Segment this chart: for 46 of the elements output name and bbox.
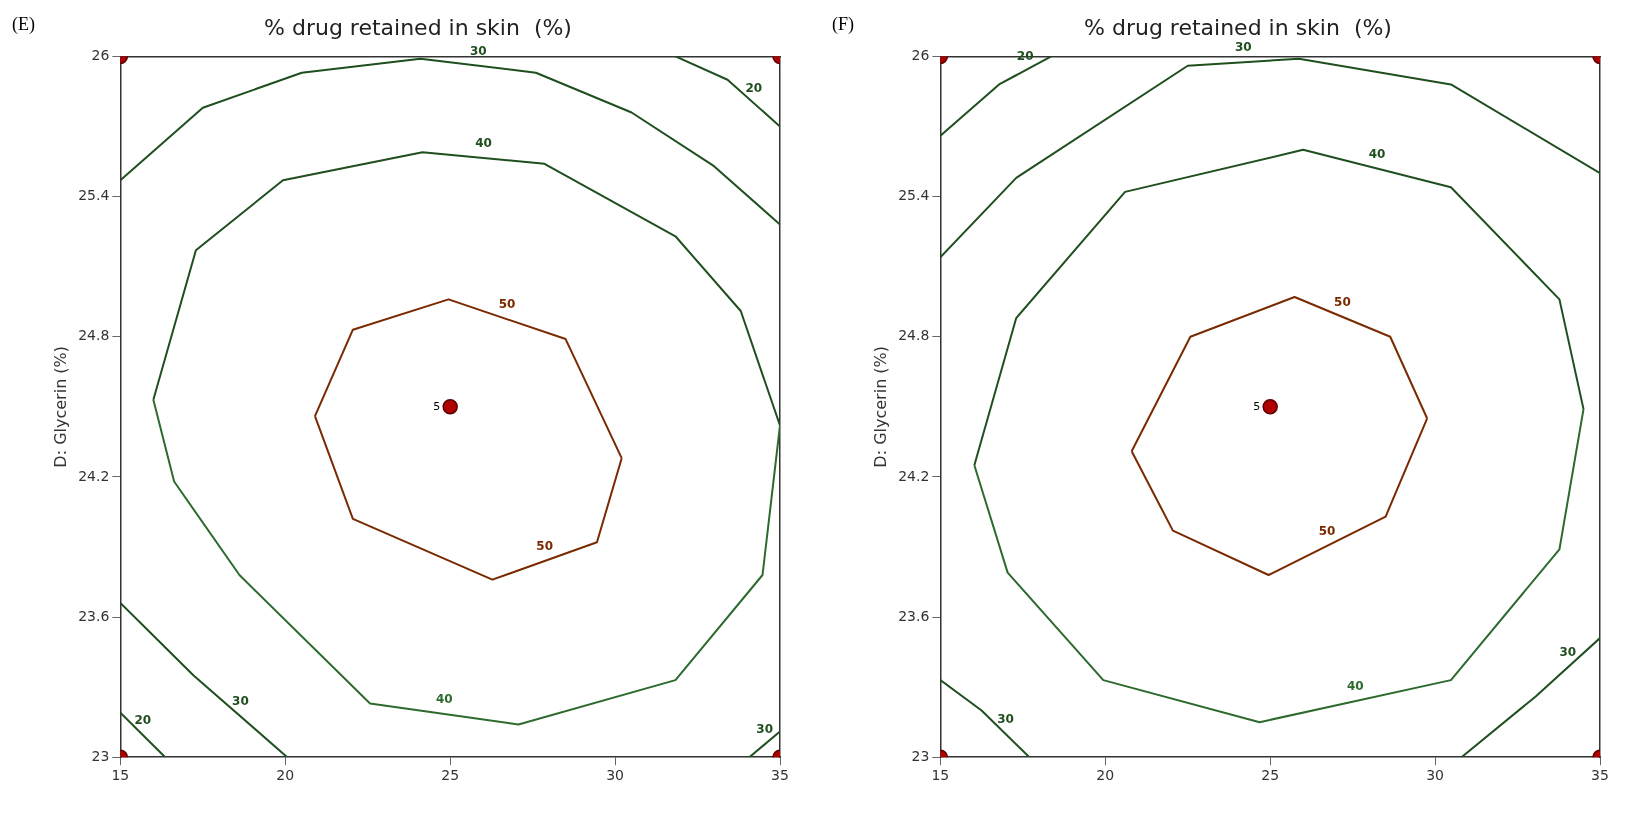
series-label: 40: [1346, 679, 1364, 694]
text: (F): [832, 13, 854, 35]
series-label: 40: [435, 692, 453, 707]
annotation: 5: [1253, 399, 1261, 413]
series-label: 40: [1368, 146, 1386, 161]
y-tick-label: 25.4: [898, 187, 930, 204]
series-label: 50: [498, 297, 516, 312]
y-axis-title: D: Glycerin (%): [50, 345, 70, 468]
series-label: 30: [1559, 645, 1577, 660]
series-label: 30: [1234, 40, 1252, 55]
x-tick-label: 25: [441, 767, 460, 784]
x-tick-label: 35: [1591, 767, 1609, 784]
x-tick-label: 35: [771, 767, 789, 784]
series-label: 20: [745, 81, 763, 96]
series-label: 50: [536, 539, 554, 554]
chart-title: % drug retained in skin (%): [1084, 14, 1392, 40]
y-tick-label: 24.2: [78, 467, 110, 484]
y-tick-label: 23.6: [78, 607, 110, 624]
x-tick-label: 15: [931, 767, 950, 784]
text: (E): [12, 13, 35, 35]
x-tick-label: 30: [1426, 767, 1445, 784]
series-label: 30: [997, 711, 1014, 726]
y-tick-label: 25.4: [78, 187, 110, 204]
x-tick-label: 20: [276, 767, 295, 784]
y-tick-label: 23: [911, 747, 930, 764]
series-label: 30: [232, 694, 249, 709]
y-tick-label: 24.8: [78, 327, 110, 344]
y-tick-label: 24.2: [898, 467, 930, 484]
series-label: 30: [756, 722, 774, 737]
x-tick-label: 15: [111, 767, 130, 784]
y-tick-label: 24.8: [898, 327, 930, 344]
y-tick-label: 23.6: [898, 607, 930, 624]
chart-title: % drug retained in skin (%): [264, 14, 572, 40]
y-tick-label: 26: [91, 47, 110, 64]
x-tick-label: 30: [606, 767, 625, 784]
y-axis-title: D: Glycerin (%): [870, 345, 890, 468]
annotation: 5: [433, 399, 441, 413]
y-tick-label: 26: [911, 47, 930, 64]
x-tick-label: 20: [1096, 767, 1115, 784]
series-label: 50: [1334, 294, 1351, 309]
series-label: 40: [475, 136, 492, 151]
series-label: 20: [134, 713, 152, 728]
x-tick-label: 25: [1261, 767, 1280, 784]
series-label: 30: [469, 43, 487, 58]
y-tick-label: 23: [91, 747, 110, 764]
series-label: 50: [1318, 523, 1336, 538]
